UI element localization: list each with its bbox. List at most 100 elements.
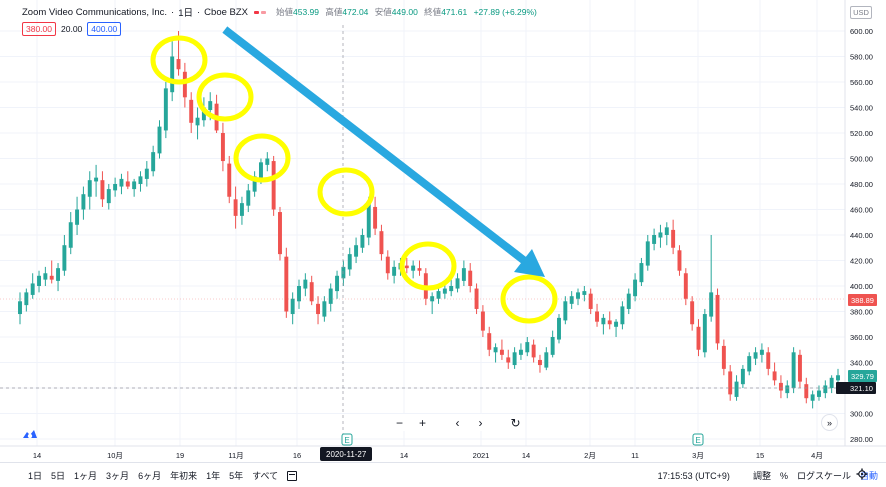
highlight-circle bbox=[233, 133, 291, 183]
candle bbox=[316, 296, 320, 325]
candle-body bbox=[43, 273, 48, 280]
tradingview-logo-icon[interactable] bbox=[22, 429, 38, 439]
candle bbox=[379, 224, 384, 261]
log-scale-toggle[interactable]: ログスケール bbox=[796, 471, 851, 481]
candle-body bbox=[474, 288, 479, 309]
clock-time[interactable]: 17:15:53 (UTC+9) bbox=[657, 470, 730, 481]
zoom-in-button[interactable]: + bbox=[413, 414, 432, 431]
candle-body bbox=[322, 301, 327, 317]
candle-body bbox=[626, 293, 631, 309]
axes: 600.00 580.00 560.00 540.00 520.00 500.00 480.… bbox=[0, 0, 886, 460]
candle bbox=[582, 286, 587, 302]
currency-badge[interactable]: USD bbox=[850, 6, 872, 19]
interval-label[interactable]: 1日 bbox=[178, 8, 193, 19]
candle-body bbox=[785, 385, 790, 394]
scroll-left-button[interactable]: ‹ bbox=[448, 414, 467, 431]
auto-scale-toggle[interactable]: 自動 bbox=[859, 471, 878, 481]
candle-body bbox=[258, 162, 263, 179]
candle bbox=[658, 224, 663, 248]
candle bbox=[468, 263, 473, 293]
candle-body bbox=[715, 294, 720, 344]
candle-body bbox=[157, 126, 162, 154]
candle-body bbox=[576, 292, 580, 299]
range-1y[interactable]: 1年 bbox=[206, 471, 221, 481]
range-3m[interactable]: 3ヶ月 bbox=[106, 471, 130, 481]
candle-body bbox=[113, 184, 118, 191]
candle-body bbox=[709, 292, 714, 317]
candle-body bbox=[233, 199, 238, 216]
candle bbox=[106, 184, 111, 210]
range-6m[interactable]: 6ヶ月 bbox=[138, 471, 162, 481]
candle-body bbox=[163, 88, 168, 131]
candle bbox=[652, 228, 657, 251]
candle-body bbox=[557, 317, 561, 340]
candle bbox=[563, 296, 568, 325]
candle-body bbox=[201, 107, 206, 121]
candle bbox=[360, 228, 365, 253]
buy-price-button[interactable]: 400.00 bbox=[87, 22, 122, 36]
candle bbox=[328, 283, 333, 312]
exchange-label: Cboe BZX bbox=[204, 6, 248, 18]
candle-body bbox=[658, 232, 663, 238]
candle bbox=[778, 375, 783, 399]
candle bbox=[335, 270, 340, 299]
candle-body bbox=[195, 117, 200, 126]
candle bbox=[487, 326, 492, 357]
candle-body bbox=[220, 133, 225, 162]
candle-body bbox=[30, 283, 35, 295]
candle bbox=[347, 247, 352, 276]
price-chart[interactable]: 600.00 580.00 560.00 540.00 520.00 500.00 480.… bbox=[0, 0, 886, 462]
candle-body bbox=[442, 288, 447, 294]
candle bbox=[480, 305, 485, 337]
candle-body bbox=[778, 382, 783, 391]
price-tick-label: 560.00 bbox=[850, 78, 873, 87]
candle bbox=[474, 283, 479, 315]
range-ytd[interactable]: 年初来 bbox=[170, 471, 198, 481]
candle bbox=[728, 365, 733, 401]
symbol-name[interactable]: Zoom Video Communications, Inc. bbox=[22, 6, 168, 18]
candle bbox=[303, 273, 308, 297]
time-tick-label: 14 bbox=[400, 451, 408, 460]
visibility-icon[interactable] bbox=[254, 8, 268, 16]
candle-body bbox=[385, 256, 390, 274]
range-all[interactable]: すべて bbox=[252, 471, 279, 481]
candle bbox=[265, 152, 270, 172]
candle bbox=[354, 237, 359, 264]
candle-body bbox=[512, 352, 517, 366]
candle bbox=[442, 283, 447, 299]
time-tick-label: 11 bbox=[631, 451, 639, 460]
candle-body bbox=[702, 314, 707, 353]
price-tick-label: 480.00 bbox=[850, 180, 873, 189]
candle bbox=[449, 279, 454, 297]
candle bbox=[62, 235, 67, 276]
candle-body bbox=[106, 189, 111, 204]
candle-body bbox=[766, 352, 771, 369]
candle bbox=[290, 292, 295, 325]
candle-body bbox=[797, 354, 802, 382]
sell-price-button[interactable]: 380.00 bbox=[22, 22, 56, 36]
calendar-icon[interactable] bbox=[287, 470, 298, 481]
range-5y[interactable]: 5年 bbox=[229, 471, 244, 481]
price-tick-label: 280.00 bbox=[850, 435, 873, 444]
candle bbox=[633, 273, 638, 302]
candle bbox=[595, 303, 600, 327]
candle-body bbox=[284, 256, 289, 312]
candle-body bbox=[144, 168, 149, 179]
candle-body bbox=[87, 180, 92, 197]
adjust-toggle[interactable]: 調整 bbox=[752, 471, 771, 481]
candle bbox=[113, 177, 118, 197]
price-tick-label: 300.00 bbox=[850, 410, 873, 419]
gear-icon[interactable] bbox=[856, 468, 868, 480]
range-1d[interactable]: 1日 bbox=[28, 471, 43, 481]
zoom-out-button[interactable]: − bbox=[390, 414, 409, 431]
scroll-right-icon[interactable]: » bbox=[821, 414, 838, 431]
candle-body bbox=[791, 352, 796, 388]
scroll-right-button[interactable]: › bbox=[471, 414, 490, 431]
percent-toggle[interactable]: % bbox=[779, 470, 788, 481]
range-5d[interactable]: 5日 bbox=[51, 471, 66, 481]
highlight-circle bbox=[196, 72, 254, 122]
reset-chart-button[interactable]: ↻ bbox=[506, 414, 525, 431]
price-tick-label: 340.00 bbox=[850, 359, 873, 368]
range-1m[interactable]: 1ヶ月 bbox=[74, 471, 98, 481]
